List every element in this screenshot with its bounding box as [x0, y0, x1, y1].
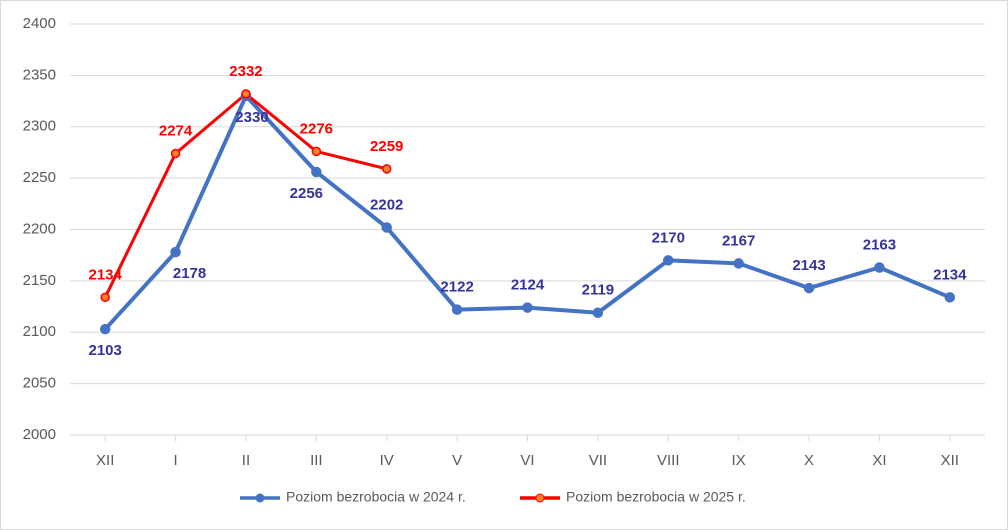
x-tick-label: VII	[589, 452, 607, 469]
x-tick-label: V	[452, 452, 462, 469]
data-label: 2143	[792, 257, 825, 274]
x-tick-label: XI	[872, 452, 886, 469]
marker	[592, 307, 604, 318]
legend-marker	[535, 493, 545, 503]
marker	[381, 222, 392, 233]
data-label: 2103	[89, 342, 122, 359]
y-tick-label: 2350	[23, 66, 56, 83]
data-label: 2178	[173, 265, 206, 282]
y-tick-label: 2250	[23, 169, 56, 186]
y-tick-label: 2100	[23, 323, 56, 340]
x-tick-label: XII	[96, 452, 114, 469]
data-label: 2259	[370, 138, 403, 155]
y-tick-label: 2400	[23, 15, 56, 32]
y-tick-label: 2000	[23, 426, 56, 443]
marker	[241, 89, 251, 99]
y-tick-label: 2300	[23, 118, 56, 135]
y-tick-label: 2050	[23, 375, 56, 392]
data-label: 2122	[440, 279, 473, 296]
y-tick-label: 2150	[23, 272, 56, 289]
marker	[733, 258, 744, 269]
data-label: 2167	[722, 232, 755, 249]
data-label: 2256	[290, 185, 323, 202]
data-label: 2276	[300, 120, 333, 137]
data-label: 2330	[235, 109, 268, 126]
marker	[100, 292, 110, 303]
marker	[99, 323, 111, 335]
x-tick-label: IX	[732, 452, 746, 469]
x-tick-label: XII	[941, 452, 959, 469]
legend: Poziom bezrobocia w 2024 r. Poziom bezrob…	[240, 489, 746, 505]
marker	[451, 304, 463, 315]
data-label: 2332	[229, 63, 262, 80]
legend-marker	[255, 493, 265, 503]
x-tick-label: II	[242, 452, 250, 469]
marker	[170, 246, 181, 258]
marker	[311, 146, 322, 157]
x-tick-label: VI	[520, 452, 534, 469]
data-label: 2202	[370, 196, 403, 213]
x-tick-label: IV	[380, 452, 394, 469]
x-tick-label: I	[173, 452, 177, 469]
marker	[803, 282, 815, 294]
data-label: 2170	[652, 229, 685, 246]
marker	[522, 302, 533, 313]
data-label: 2163	[863, 236, 896, 253]
marker	[381, 164, 392, 174]
y-tick-label: 2200	[23, 220, 56, 237]
marker	[663, 255, 674, 266]
x-tick-label: III	[310, 452, 323, 469]
data-label: 2134	[933, 266, 967, 283]
x-tick-label: VIII	[657, 452, 680, 469]
data-label: 2134	[89, 266, 123, 283]
marker	[170, 148, 181, 159]
marker	[311, 166, 322, 178]
data-label: 2274	[159, 122, 193, 139]
legend-label: Poziom bezrobocia w 2024 r.	[286, 489, 466, 505]
data-label: 2119	[582, 282, 615, 299]
marker	[874, 262, 885, 273]
x-tick-label: X	[804, 452, 814, 469]
marker	[944, 292, 956, 303]
data-label: 2124	[511, 277, 545, 294]
legend-label: Poziom bezrobocia w 2025 r.	[566, 489, 746, 505]
